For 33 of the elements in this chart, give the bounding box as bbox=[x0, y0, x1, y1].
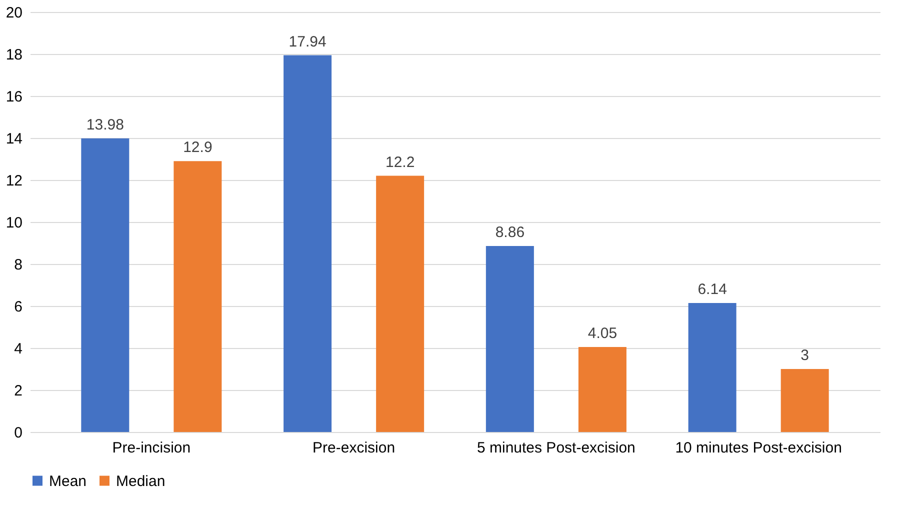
y-tick-label: 10 bbox=[6, 214, 22, 232]
y-tick-label: 0 bbox=[14, 424, 22, 442]
y-tick-label: 14 bbox=[6, 130, 22, 148]
bar bbox=[284, 55, 332, 432]
data-label: 17.94 bbox=[288, 33, 326, 50]
bar bbox=[578, 346, 626, 432]
data-label: 8.86 bbox=[495, 224, 525, 241]
x-tick-label: 5 minutes Post-excision bbox=[476, 440, 636, 456]
x-tick-label: 10 minutes Post-excision bbox=[675, 440, 842, 456]
data-label: 13.98 bbox=[86, 116, 124, 134]
legend-label: Mean bbox=[49, 472, 87, 490]
y-tick-label: 4 bbox=[14, 340, 22, 358]
x-tick-label: Pre-incision bbox=[112, 440, 191, 456]
data-label: 12.2 bbox=[385, 154, 415, 171]
y-tick-label: 6 bbox=[14, 298, 22, 316]
data-label: 6.14 bbox=[698, 281, 727, 298]
y-tick-label: 12 bbox=[6, 172, 22, 190]
data-label: 4.05 bbox=[588, 324, 618, 342]
data-label: 12.9 bbox=[183, 139, 212, 156]
bar bbox=[81, 138, 130, 432]
bar bbox=[780, 369, 829, 432]
y-tick-label: 16 bbox=[6, 88, 22, 106]
y-tick-label: 2 bbox=[14, 382, 22, 400]
bar bbox=[486, 246, 534, 432]
bar bbox=[688, 303, 736, 432]
y-tick-label: 8 bbox=[14, 256, 22, 274]
y-tick-label: 20 bbox=[6, 4, 22, 22]
y-tick-label: 18 bbox=[6, 46, 22, 64]
bar bbox=[174, 161, 222, 432]
data-label: 3 bbox=[800, 347, 809, 364]
legend-label: Median bbox=[116, 472, 166, 490]
x-tick-label: Pre-excision bbox=[312, 440, 396, 456]
bar bbox=[376, 176, 424, 432]
